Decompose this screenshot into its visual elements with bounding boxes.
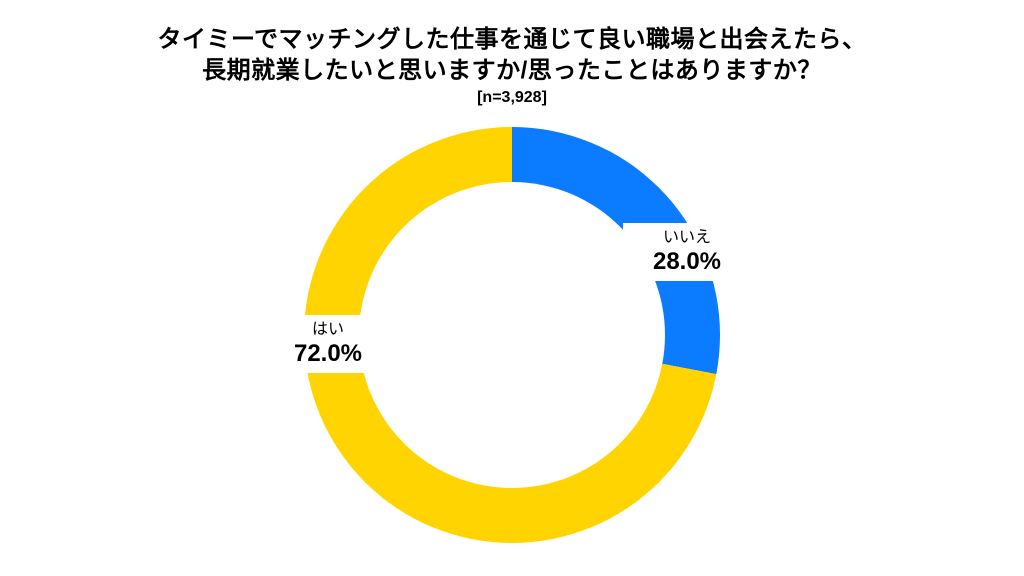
slice-label-no-category: いいえ (662, 229, 711, 246)
chart-title-line-1: タイミーでマッチングした仕事を通じて良い職場と出会えたら、 (157, 26, 867, 53)
chart-title-line-2: 長期就業したいと思いますか/思ったことはありますか？ (202, 57, 822, 84)
donut-hole (359, 182, 665, 488)
sample-size-label: [n=3,928] (477, 89, 547, 106)
slice-label-yes-percent: 72.0% (293, 340, 363, 367)
donut-ring (304, 127, 720, 543)
slice-label-no: いいえ 28.0% (622, 223, 752, 281)
slice-label-no-percent: 28.0% (652, 248, 722, 275)
slice-label-yes-category: はい (311, 321, 344, 338)
chart-title-block: タイミーでマッチングした仕事を通じて良い職場と出会えたら、 長期就業したいと思い… (0, 24, 1024, 108)
slice-label-yes: はい 72.0% (263, 315, 393, 373)
